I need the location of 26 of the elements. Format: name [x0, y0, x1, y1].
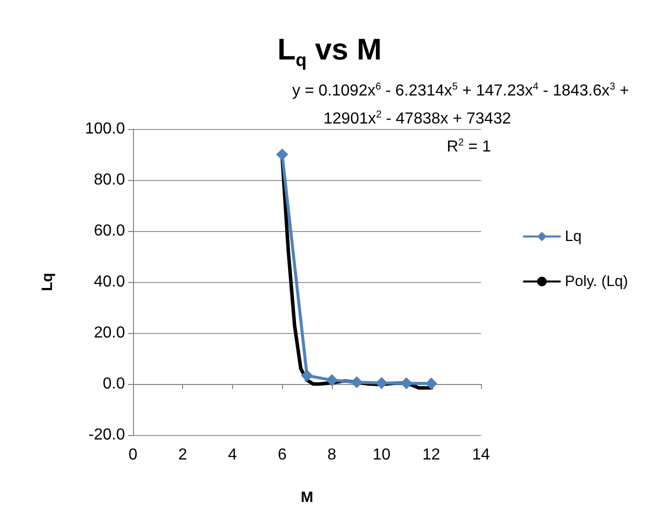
point	[425, 377, 438, 390]
x-tick-label: 4	[228, 446, 237, 464]
point	[400, 377, 412, 390]
x-tick-label: 12	[422, 446, 440, 464]
x-tick-label: 14	[472, 446, 490, 464]
point	[350, 376, 363, 388]
x-axis-title: M	[300, 489, 314, 506]
x-tick-label: 8	[327, 446, 336, 464]
y-tick-label: -20.0	[88, 426, 126, 444]
y-tick-label: 100.0	[84, 120, 126, 138]
x-tick-label: 0	[128, 446, 138, 464]
point	[326, 374, 338, 386]
legend-label: Poly. (Lq)	[564, 273, 628, 290]
y-axis-title: Lq	[39, 272, 56, 292]
point	[376, 376, 388, 389]
point	[276, 148, 288, 160]
x-tick-label: 2	[178, 446, 188, 464]
y-tick-label: 80.0	[94, 172, 126, 188]
y-tick-label: 0.0	[102, 376, 126, 392]
point	[301, 370, 313, 382]
legend-label: Lq	[564, 228, 582, 245]
y-tick-label: 40.0	[94, 274, 126, 290]
y-tick-label: 60.0	[94, 222, 126, 240]
x-tick-label: 10	[372, 446, 391, 464]
x-tick-label: 6	[278, 446, 287, 464]
y-tick-label: 20.0	[94, 324, 126, 342]
